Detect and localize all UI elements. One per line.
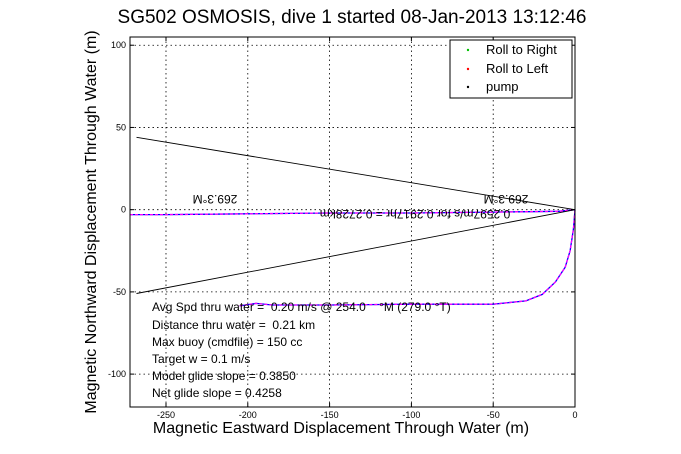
legend-marker-roll-right <box>466 48 470 52</box>
legend-box <box>449 39 573 99</box>
heading-label-right: 269.3°M <box>484 192 529 206</box>
y-tick-label: -100 <box>108 369 126 379</box>
stats-block: Avg Spd thru water = 0.20 m/s @ 254.0 °M… <box>152 300 451 400</box>
stat-target-w: Target w = 0.1 m/s <box>152 352 250 366</box>
heading-label-left: 269.3°M <box>193 192 238 206</box>
grid-lines <box>130 37 575 407</box>
stat-max-buoy: Max buoy (cmdfile) = 150 cc <box>152 335 302 349</box>
legend-marker-roll-left <box>466 67 470 71</box>
x-tick-label: -50 <box>487 410 500 420</box>
y-tick-label: 0 <box>121 205 126 215</box>
x-tick-label: -200 <box>239 410 257 420</box>
legend-marker-pump <box>466 85 470 89</box>
legend-label-roll-right: Roll to Right <box>486 42 557 57</box>
plot-area-frame <box>129 36 576 408</box>
y-tick-label: 50 <box>116 122 126 132</box>
heading-line-line <box>136 209 576 294</box>
x-tick-label: -150 <box>321 410 339 420</box>
x-tick-label: 0 <box>572 410 577 420</box>
track-line <box>239 209 576 307</box>
x-axis-label: Magnetic Eastward Displacement Through W… <box>153 420 529 437</box>
stat-avg-speed: Avg Spd thru water = 0.20 m/s @ 254.0 °M… <box>152 300 451 314</box>
y-axis-label: Magnetic Northward Displacement Through … <box>83 30 100 413</box>
legend-label-roll-left: Roll to Left <box>486 61 549 76</box>
track-line-overlay <box>239 209 576 307</box>
heading-line-line <box>136 136 576 211</box>
stat-model-glide: Model glide slope = 0.3850 <box>152 369 296 383</box>
x-tick-label: -250 <box>157 410 175 420</box>
y-tick-label: 100 <box>111 40 126 50</box>
stat-distance: Distance thru water = 0.21 km <box>152 318 315 332</box>
y-tick-label: -50 <box>113 287 126 297</box>
chart-title: SG502 OSMOSIS, dive 1 started 08-Jan-201… <box>118 7 587 28</box>
legend: Roll to Right Roll to Left pump <box>449 39 573 99</box>
data-series <box>130 136 576 307</box>
stat-net-glide: Net glide slope = 0.4258 <box>152 386 282 400</box>
axis-ticks: -250 -200 -150 -100 -50 0 100 50 0 -50 -100 <box>108 37 578 420</box>
speed-annotation: 0.2597m/s for 0.2917hr = 0.2728km <box>320 207 510 221</box>
legend-label-pump: pump <box>486 79 519 94</box>
track-line-overlay <box>130 209 576 216</box>
x-tick-label: -100 <box>402 410 420 420</box>
